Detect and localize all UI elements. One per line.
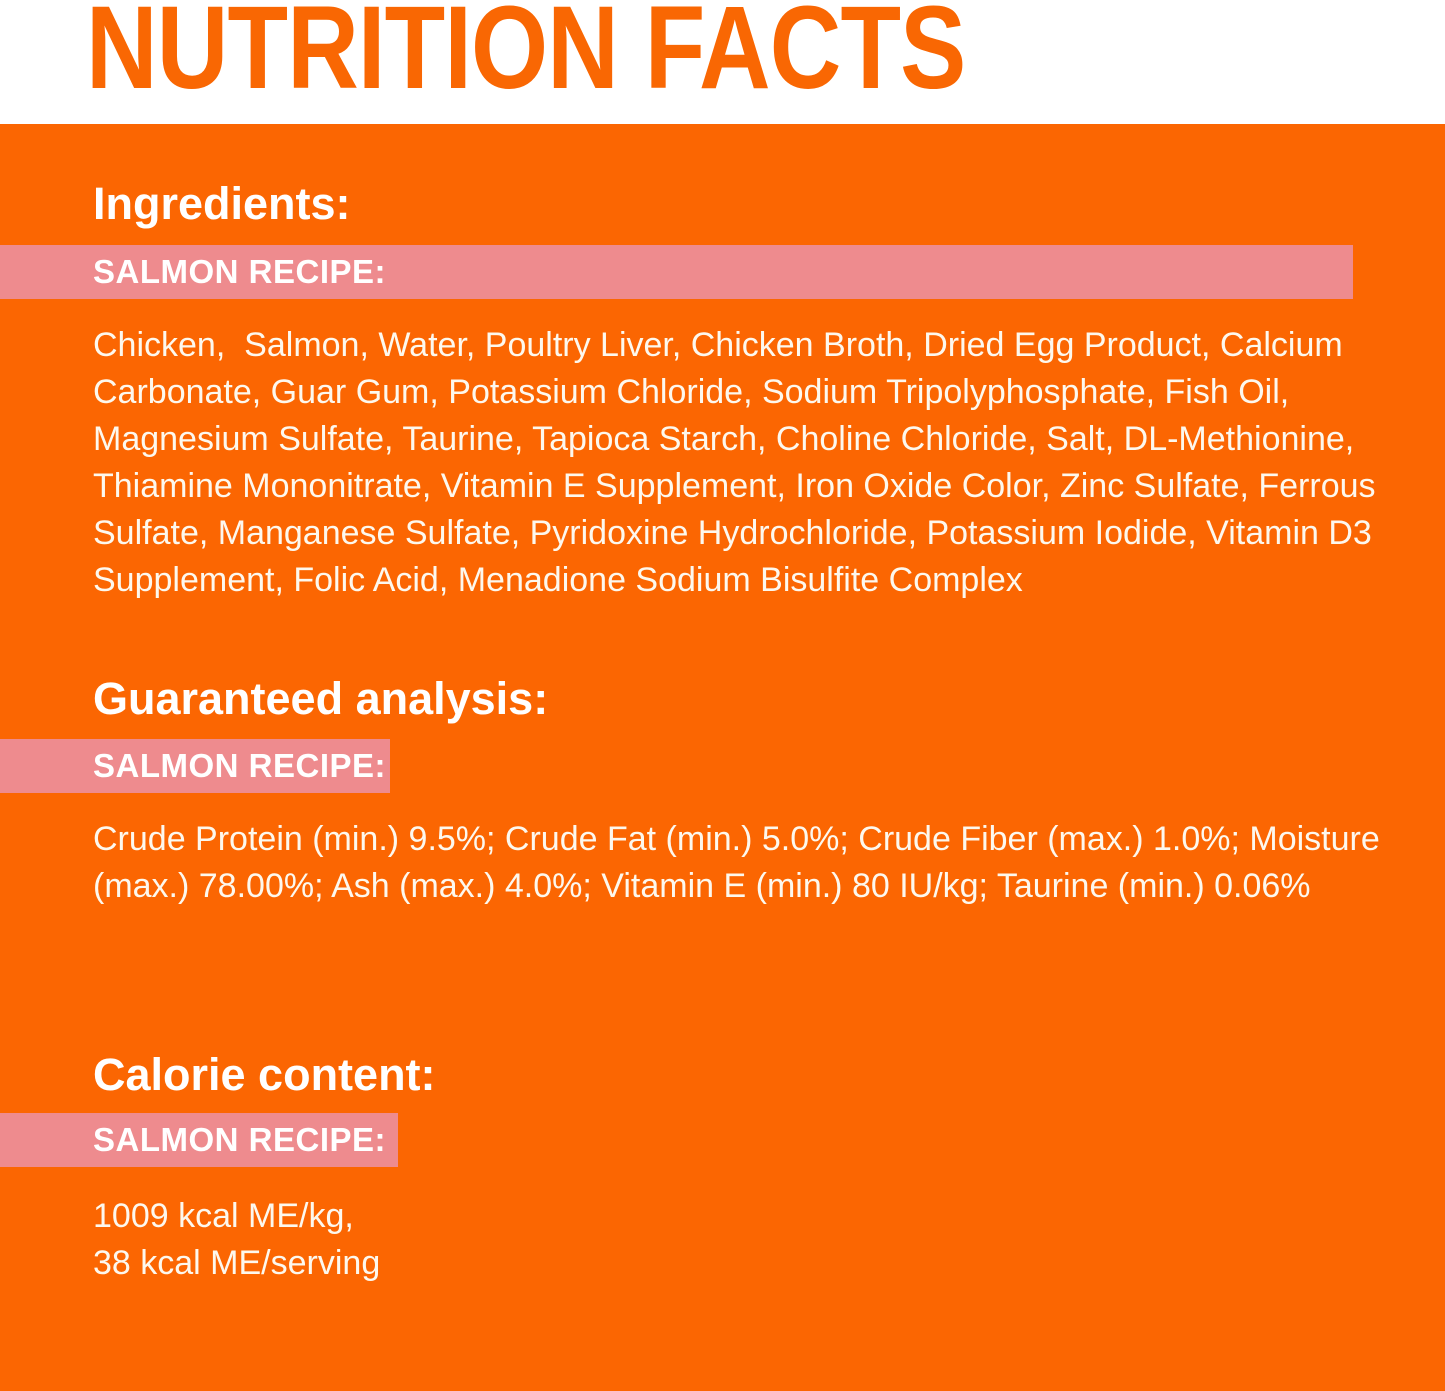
header-band: NUTRITION FACTS — [0, 0, 1445, 124]
section-heading-calorie-content: Calorie content: — [93, 1049, 436, 1100]
recipe-banner-label: SALMON RECIPE: — [93, 253, 387, 290]
recipe-banner-ingredients: SALMON RECIPE: — [0, 245, 1353, 299]
guaranteed-analysis-text: Crude Protein (min.) 9.5%; Crude Fat (mi… — [93, 820, 1380, 905]
recipe-banner-calorie-content: SALMON RECIPE: — [0, 1113, 398, 1167]
section-heading-guaranteed-analysis: Guaranteed analysis: — [93, 673, 549, 724]
calorie-content-text: 1009 kcal ME/kg, 38 kcal ME/serving — [93, 1197, 381, 1282]
recipe-banner-label: SALMON RECIPE: — [93, 747, 387, 784]
page-title: NUTRITION FACTS — [86, 0, 966, 114]
recipe-banner-guaranteed-analysis: SALMON RECIPE: — [0, 739, 390, 793]
recipe-banner-label: SALMON RECIPE: — [93, 1121, 387, 1158]
section-heading-ingredients: Ingredients: — [93, 178, 351, 229]
ingredients-text: Chicken, Salmon, Water, Poultry Liver, C… — [93, 326, 1376, 599]
